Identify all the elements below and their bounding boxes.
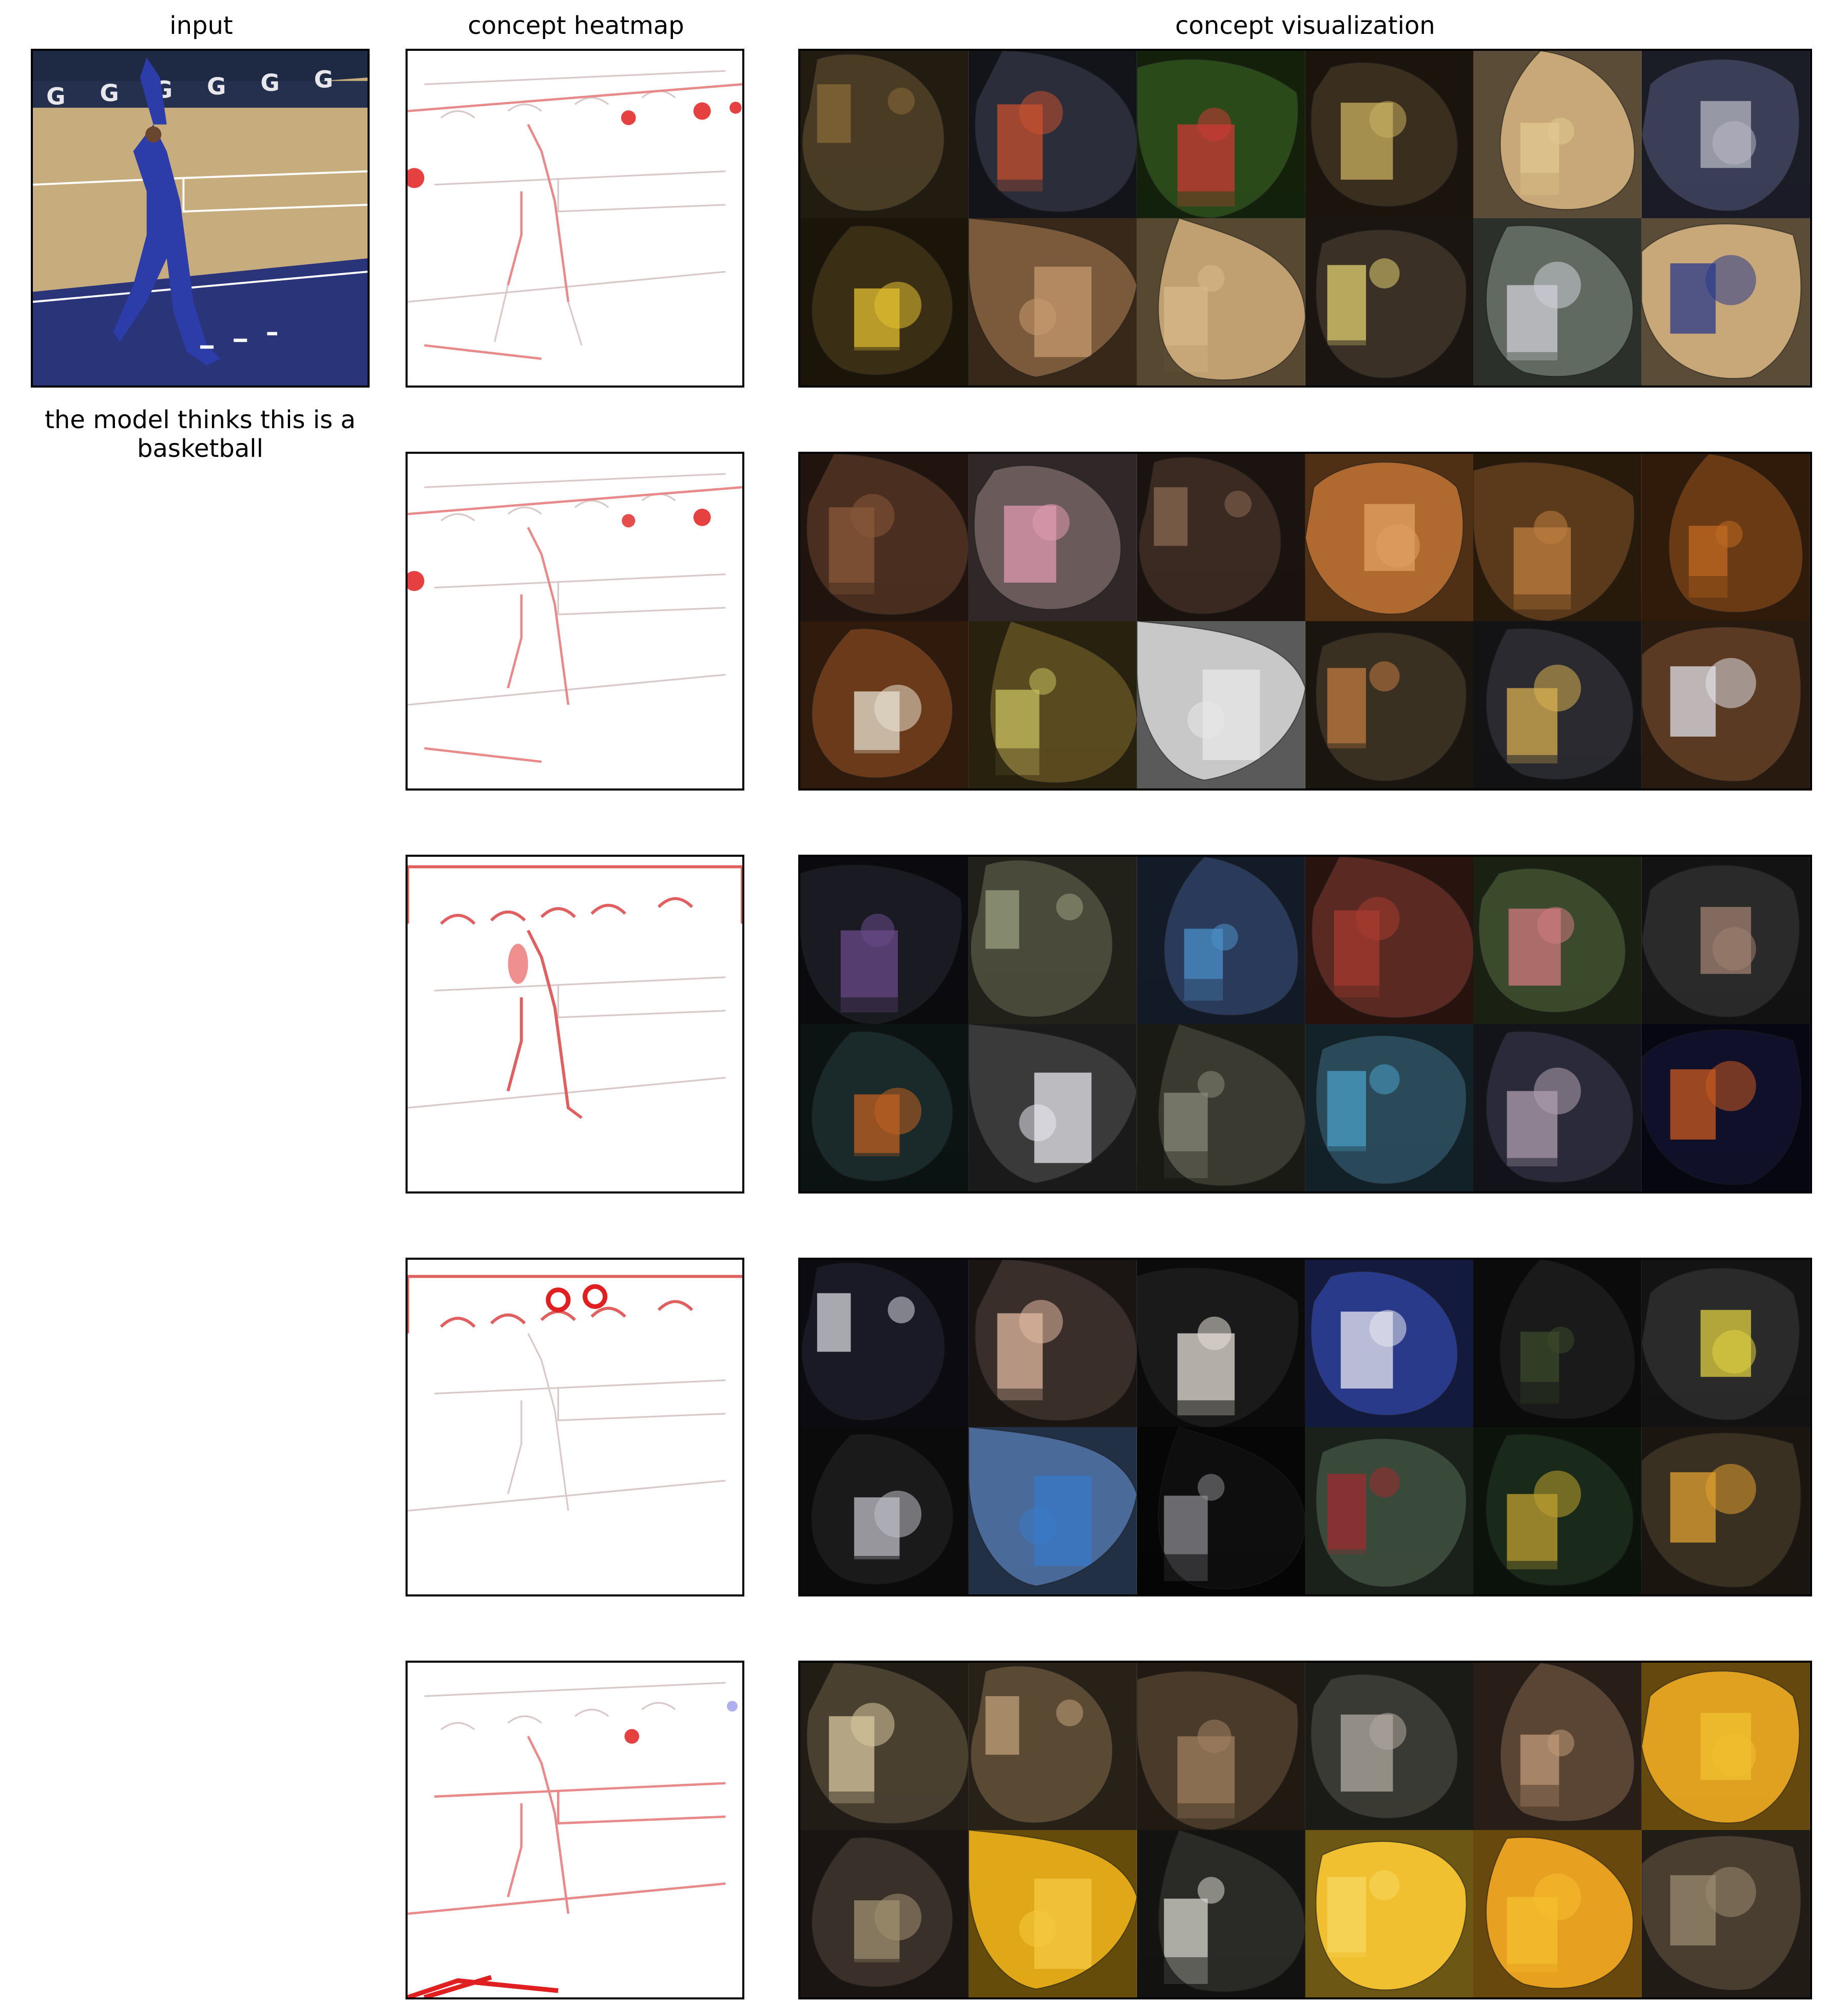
concept-visualization-grid	[798, 452, 1812, 791]
concept-visualization-grid	[798, 49, 1812, 388]
concept-example-image	[968, 857, 1137, 1024]
concept-example-image	[1137, 1427, 1305, 1594]
concept-example-image	[1642, 218, 1810, 386]
concept-heatmap	[406, 855, 744, 1194]
concept-example-image	[800, 218, 969, 386]
concept-visualization-grid	[798, 855, 1812, 1194]
title-concept-heatmap: concept heatmap	[468, 11, 684, 40]
concept-example-image	[1305, 51, 1474, 218]
prediction-caption: the model thinks this is a basketball	[45, 406, 356, 463]
concept-example-image	[1305, 621, 1474, 788]
concept-example-image	[1473, 1024, 1642, 1191]
concept-example-image	[1137, 1260, 1305, 1427]
concept-example-image	[800, 1260, 969, 1427]
concept-example-image	[800, 857, 969, 1024]
concept-example-image	[1473, 51, 1642, 218]
concept-example-image	[1305, 1260, 1474, 1427]
svg-text:G: G	[46, 83, 65, 110]
concept-example-image	[800, 1024, 969, 1191]
concept-example-image	[968, 1663, 1137, 1830]
concept-example-image	[800, 51, 969, 218]
concept-example-image	[1473, 1260, 1642, 1427]
concept-example-image	[1305, 1427, 1474, 1594]
concept-example-image	[968, 621, 1137, 788]
concept-example-image	[1305, 454, 1474, 621]
concept-example-image	[1473, 1427, 1642, 1594]
concept-example-image	[968, 1024, 1137, 1191]
concept-example-image	[1642, 1830, 1810, 1997]
concept-example-image	[1137, 454, 1305, 621]
concept-heatmap	[406, 1258, 744, 1596]
concept-visualization-grid	[798, 1258, 1812, 1596]
concept-example-image	[1642, 1260, 1810, 1427]
concept-example-image	[800, 621, 969, 788]
concept-example-image	[1473, 621, 1642, 788]
concept-example-image	[1642, 1663, 1810, 1830]
concept-example-image	[800, 454, 969, 621]
concept-example-image	[1473, 1830, 1642, 1997]
concept-heatmap	[406, 49, 744, 388]
svg-text:G: G	[100, 80, 119, 107]
concept-example-image	[968, 1260, 1137, 1427]
concept-example-image	[1305, 1830, 1474, 1997]
concept-example-image	[800, 1427, 969, 1594]
concept-example-image	[1137, 1024, 1305, 1191]
concept-example-image	[968, 218, 1137, 386]
concept-example-image	[1137, 857, 1305, 1024]
concept-example-image	[1642, 857, 1810, 1024]
concept-example-image	[1137, 621, 1305, 788]
concept-example-image	[1305, 1663, 1474, 1830]
concept-example-image	[1642, 454, 1810, 621]
svg-text:G: G	[260, 69, 279, 97]
svg-text:G: G	[314, 66, 333, 93]
concept-example-image	[1137, 218, 1305, 386]
concept-heatmap	[406, 1661, 744, 1999]
concept-example-image	[1305, 1024, 1474, 1191]
concept-example-image	[800, 1830, 969, 1997]
concept-example-image	[1305, 218, 1474, 386]
concept-example-image	[968, 454, 1137, 621]
concept-example-image	[1642, 1427, 1810, 1594]
concept-heatmap	[406, 452, 744, 791]
concept-example-image	[1642, 51, 1810, 218]
concept-example-image	[1642, 621, 1810, 788]
concept-example-image	[1473, 857, 1642, 1024]
title-concept-visualization: concept visualization	[1175, 11, 1435, 40]
concept-example-image	[1473, 218, 1642, 386]
concept-example-image	[1137, 51, 1305, 218]
svg-text:G: G	[207, 73, 226, 100]
concept-visualization-grid	[798, 1661, 1812, 1999]
concept-example-image	[1137, 1663, 1305, 1830]
concept-example-image	[1473, 1663, 1642, 1830]
concept-example-image	[968, 51, 1137, 218]
concept-example-image	[1473, 454, 1642, 621]
concept-example-image	[968, 1427, 1137, 1594]
concept-example-image	[1642, 1024, 1810, 1191]
concept-example-image	[800, 1663, 969, 1830]
title-input: input	[169, 11, 233, 40]
concept-example-image	[1137, 1830, 1305, 1997]
concept-example-image	[968, 1830, 1137, 1997]
concept-example-image	[1305, 857, 1474, 1024]
